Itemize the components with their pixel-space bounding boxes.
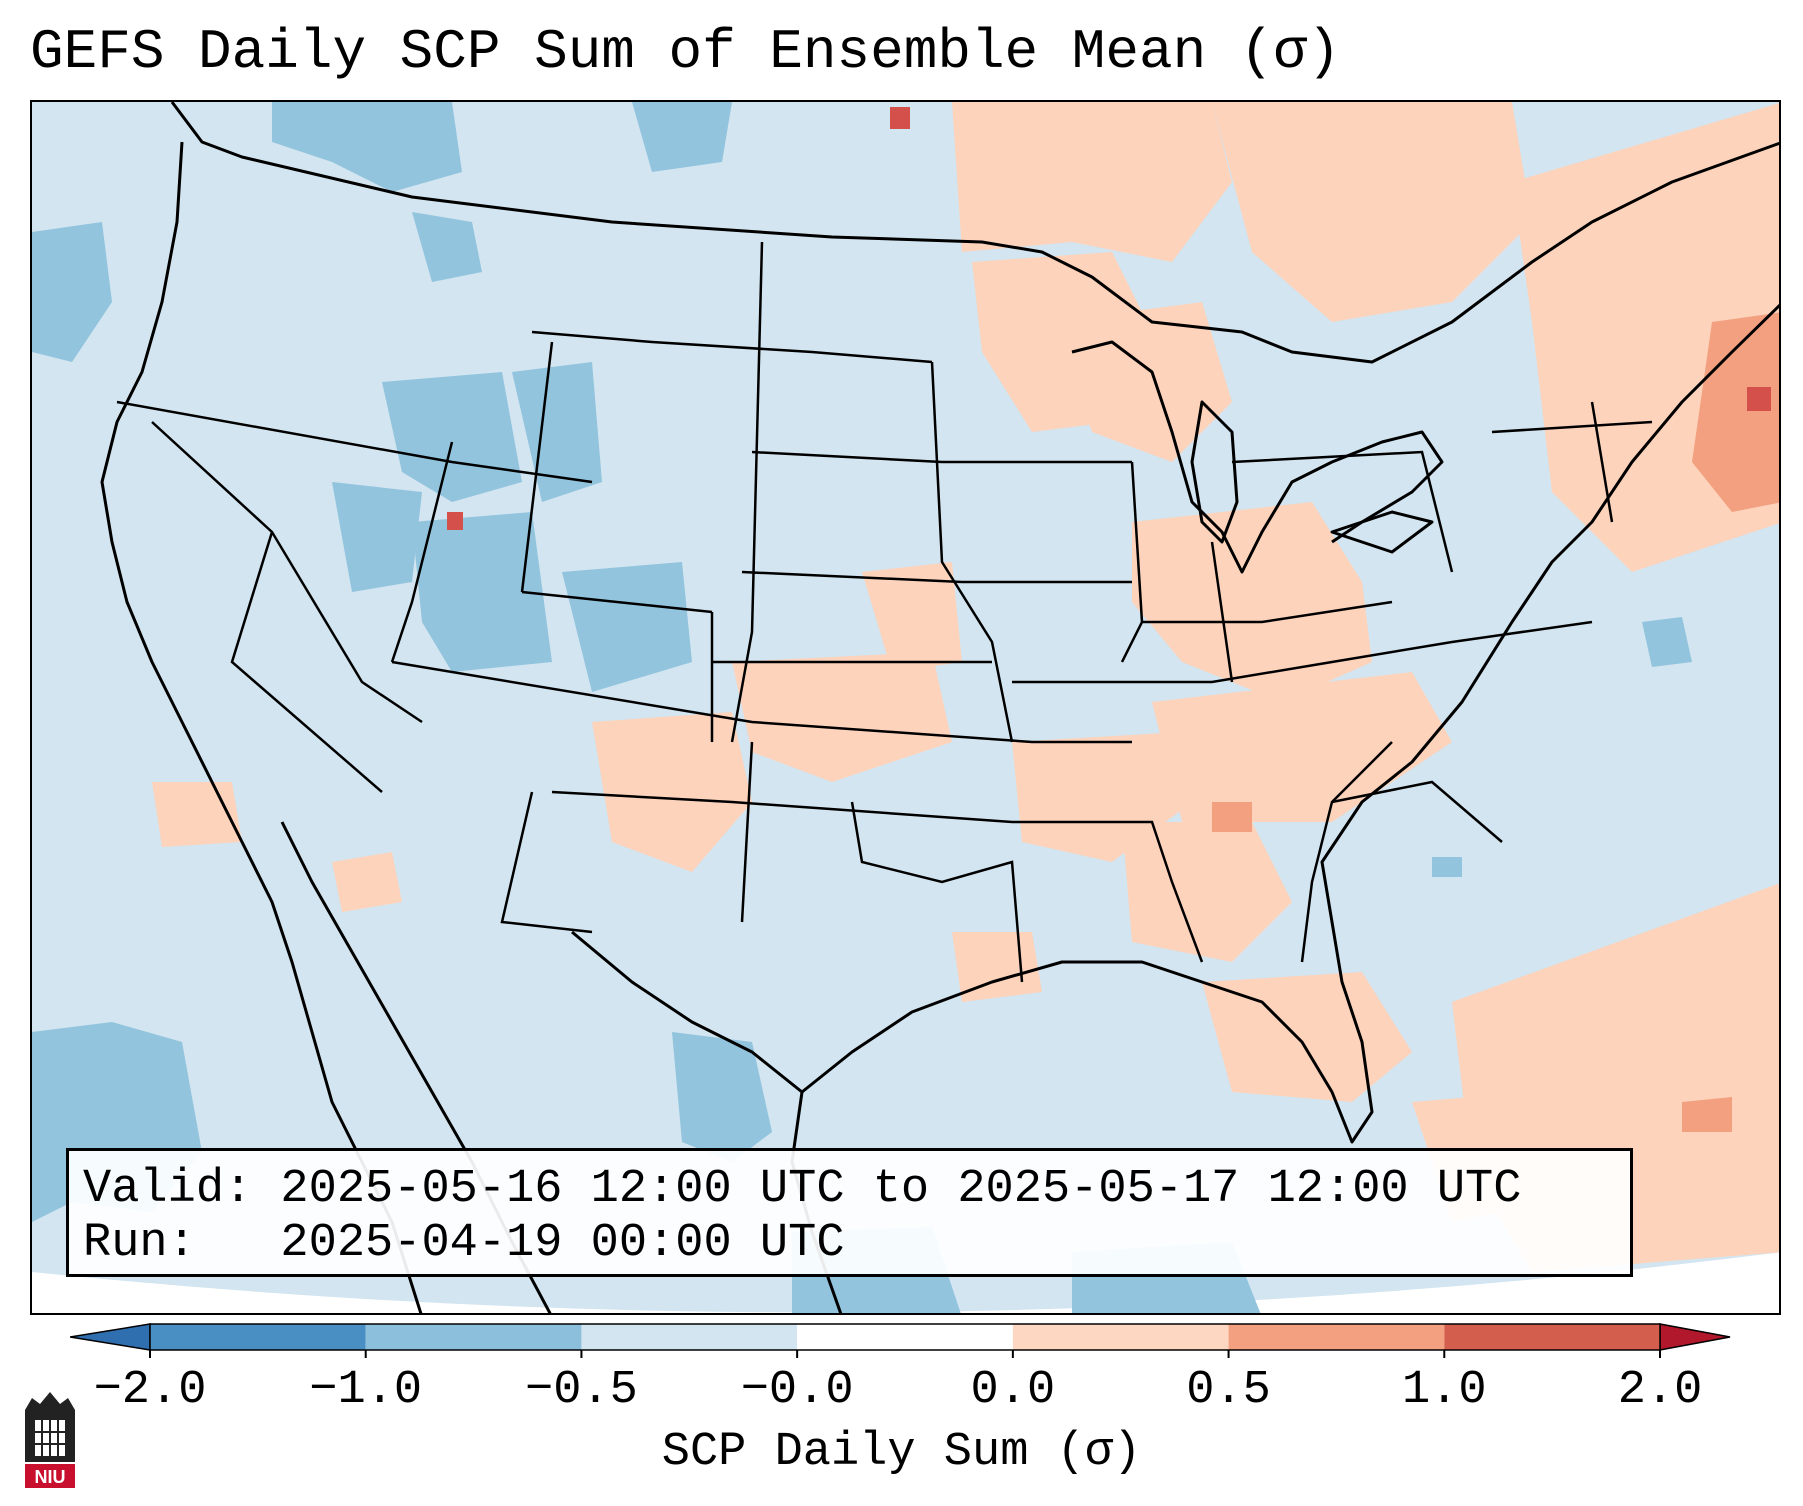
gulf-coast bbox=[571, 303, 1779, 1144]
colorbar-extend-min bbox=[70, 1323, 151, 1351]
colorbar-tick-label: −2.0 bbox=[93, 1364, 207, 1417]
colorbar-segment bbox=[581, 1324, 798, 1350]
colorbar-tick-label: 1.0 bbox=[1401, 1364, 1487, 1417]
colorbar bbox=[70, 1323, 1731, 1358]
colorbar-tick-label: −0.0 bbox=[740, 1364, 854, 1417]
niu-logo: NIU bbox=[25, 1392, 75, 1488]
colorbar-border bbox=[149, 1323, 1661, 1351]
west-coast bbox=[100, 141, 423, 1313]
map-panel bbox=[30, 100, 1781, 1315]
colorbar-tick-label: −0.5 bbox=[525, 1364, 638, 1417]
canada-us-border bbox=[170, 102, 1779, 364]
colorbar-tick-label: −1.0 bbox=[309, 1364, 423, 1417]
valid-time-text: Valid: 2025-05-16 12:00 UTC to 2025-05-1… bbox=[83, 1163, 1522, 1216]
colorbar-tick-label: 0.5 bbox=[1186, 1364, 1271, 1417]
colorbar-segment bbox=[1444, 1324, 1660, 1350]
colorbar-segment bbox=[150, 1324, 366, 1350]
colorbar-segment bbox=[365, 1324, 582, 1350]
validity-info-box: Valid: 2025-05-16 12:00 UTC to 2025-05-1… bbox=[66, 1148, 1633, 1277]
outside-projection-area bbox=[32, 1252, 1779, 1313]
colorbar-segment bbox=[1228, 1324, 1445, 1350]
colorbar-tick-label: 2.0 bbox=[1617, 1364, 1703, 1417]
extreme-positive-anomaly-patches bbox=[447, 107, 1771, 530]
run-time-text: Run: 2025-04-19 00:00 UTC bbox=[83, 1217, 845, 1270]
strong-positive-anomaly-patches bbox=[1212, 312, 1779, 1132]
chart-title: GEFS Daily SCP Sum of Ensemble Mean (σ) bbox=[30, 20, 1341, 84]
niu-logo-text: NIU bbox=[35, 1467, 66, 1487]
lake-michigan bbox=[1190, 400, 1239, 544]
positive-anomaly-patches bbox=[152, 102, 1779, 1272]
colorbar-tick-label: 0.0 bbox=[970, 1364, 1056, 1417]
map-svg bbox=[32, 102, 1779, 1313]
colorbar-segment bbox=[1012, 1324, 1229, 1350]
colorbar-label: SCP Daily Sum (σ) bbox=[661, 1426, 1142, 1479]
colorbar-extend-max bbox=[1659, 1323, 1731, 1351]
lake-erie bbox=[1330, 510, 1434, 554]
state-borders bbox=[116, 241, 1653, 983]
colorbar-segment bbox=[797, 1324, 1013, 1350]
